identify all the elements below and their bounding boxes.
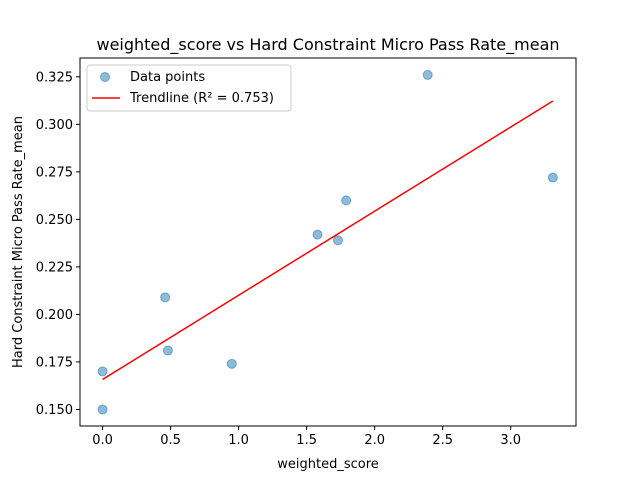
y-tick-label: 0.200 [36,308,73,323]
data-point [226,358,237,369]
chart-title: weighted_score vs Hard Constraint Micro … [96,35,559,55]
y-tick-label: 0.225 [36,260,73,275]
legend-label-data-points: Data points [130,70,205,85]
x-tick-label: 2.0 [364,433,385,448]
y-axis: 0.150 0.175 0.200 0.225 0.250 0.275 0.300 0.325 [36,70,80,418]
y-tick-label: 0.300 [36,118,73,133]
plot-area [97,69,558,415]
legend-marker-data-points [100,72,110,82]
x-tick-label: 3.0 [500,433,521,448]
data-point [162,345,173,356]
data-point [547,172,558,183]
legend-label-trendline: Trendline (R² = 0.753) [129,91,274,106]
y-tick-label: 0.175 [36,355,73,370]
data-point [160,292,171,303]
data-point [97,404,108,415]
legend: Data points Trendline (R² = 0.753) [86,64,292,112]
data-point [422,69,433,80]
x-tick-label: 0.5 [160,433,181,448]
y-axis-label: Hard Constraint Micro Pass Rate_mean [11,116,26,368]
plot-frame [79,57,577,427]
trendline [102,100,554,381]
y-tick-label: 0.275 [36,165,73,180]
x-tick-label: 1.0 [228,433,249,448]
x-axis-label: weighted_score [277,457,379,472]
y-tick-label: 0.150 [36,403,73,418]
data-point [312,229,323,240]
x-axis: 0.0 0.5 1.0 1.5 2.0 2.5 3.0 [92,426,521,448]
x-tick-label: 1.5 [296,433,317,448]
y-tick-label: 0.325 [36,70,73,85]
data-point [341,195,352,206]
data-point [332,235,343,246]
data-point [97,366,108,377]
x-tick-label: 2.5 [432,433,453,448]
legend-box [86,64,292,112]
x-tick-label: 0.0 [92,433,113,448]
y-tick-label: 0.250 [36,213,73,228]
